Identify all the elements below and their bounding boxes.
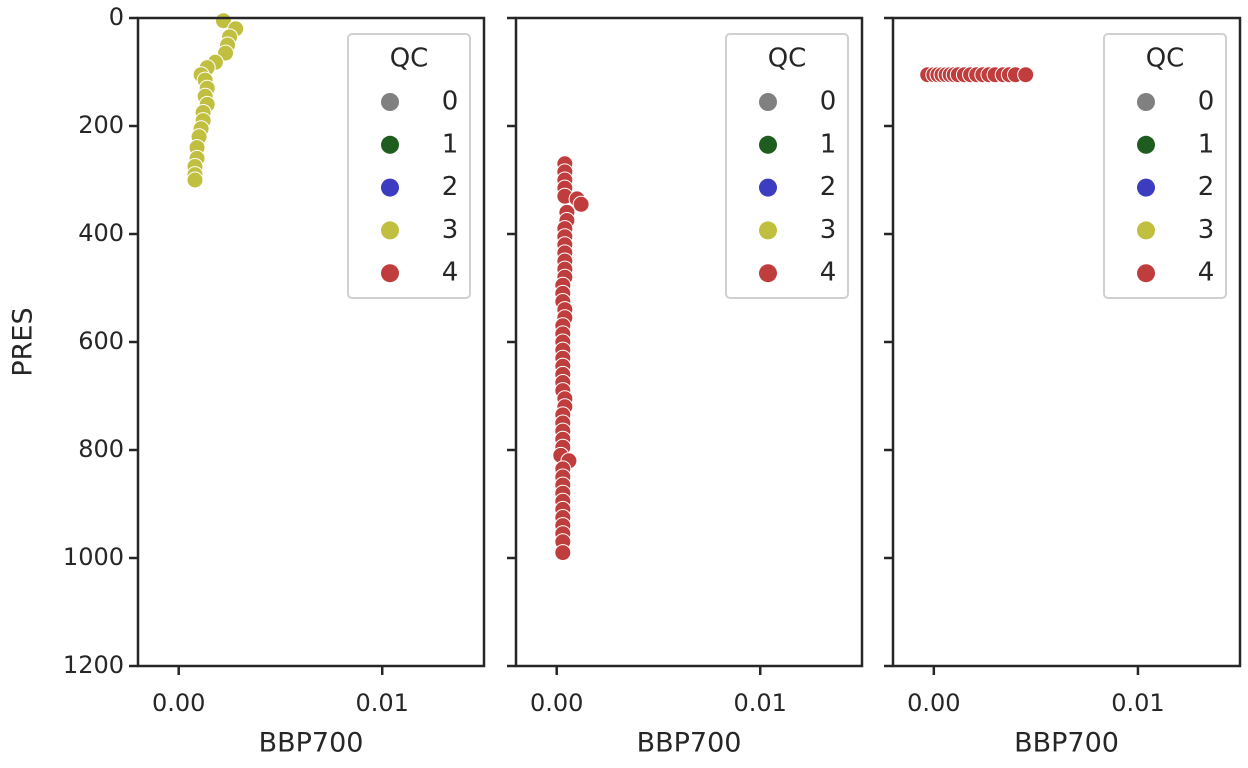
legend: QC 0 1 2 3 4 [1103,33,1227,299]
legend-marker [1137,178,1155,197]
y-tick-label: 1000 [63,543,124,571]
legend-label: 2 [1198,172,1215,202]
legend-label: 0 [1198,87,1215,117]
legend-label: 3 [820,215,837,245]
legend-marker [1137,93,1155,111]
legend: QC 0 1 2 3 4 [347,33,471,299]
plot-frame [136,16,486,668]
x-tick-label: 0.01 [1111,689,1164,717]
legend-label: 2 [820,172,837,202]
panel: 0.00 0.01 BBP700 QC 0 1 2 3 4 [884,16,1242,759]
legend-marker [381,93,399,111]
y-tick-label: 0 [109,3,124,31]
x-tick-label: 0.01 [734,689,787,717]
legend-marker [759,93,777,111]
legend-marker [381,221,399,240]
legend-marker [381,135,399,154]
legend-label: 4 [820,258,837,288]
x-tick-label: 0.00 [530,689,583,717]
y-tick-label: 600 [78,327,124,355]
legend-marker [759,264,777,283]
legend-label: 1 [442,129,459,159]
legend-label: 2 [442,172,459,202]
legend-marker [381,178,399,197]
panel: 0.00 0.01 BBP700 QC 0 1 2 3 4 [507,16,864,759]
x-tick-label: 0.00 [152,689,205,717]
point [1017,66,1035,84]
y-tick-label: 1200 [63,651,124,679]
point [214,12,232,30]
legend-label: 3 [1198,215,1215,245]
legend-marker [759,221,777,240]
legend-label: 3 [442,215,459,245]
y-tick-label: 400 [78,219,124,247]
y-tick-label: 800 [78,435,124,463]
y-tick-label: 200 [78,111,124,139]
legend-label: 1 [1198,129,1215,159]
legend-marker [1137,264,1155,283]
x-axis-label: BBP700 [637,728,742,759]
legend-label: 0 [442,87,459,117]
x-axis-label: BBP700 [1014,728,1119,759]
point [186,171,204,189]
point [554,544,572,562]
legend-box [725,33,849,299]
legend-marker [1137,221,1155,240]
legend: QC 0 1 2 3 4 [725,33,849,299]
x-tick-label: 0.00 [907,689,960,717]
legend-label: 0 [820,87,837,117]
x-tick-label: 0.01 [356,689,409,717]
y-axis-label: PRES [8,307,39,376]
x-axis-label: BBP700 [259,728,364,759]
panel: 0 200 400 600 800 1000 1200 0.00 0.01 BBP700 PRES Q… [8,3,486,759]
legend-box [347,33,471,299]
legend-marker [1137,135,1155,154]
point [572,195,590,213]
plot-frame [514,16,864,668]
plot-frame [891,16,1242,668]
legend-title: QC [390,44,429,74]
legend-marker [759,135,777,154]
legend-title: QC [768,44,807,74]
legend-marker [381,264,399,283]
legend-marker [759,178,777,197]
legend-label: 1 [820,129,837,159]
legend-box [1103,33,1227,299]
legend-label: 4 [1198,258,1215,288]
legend-label: 4 [442,258,459,288]
legend-title: QC [1146,44,1185,74]
